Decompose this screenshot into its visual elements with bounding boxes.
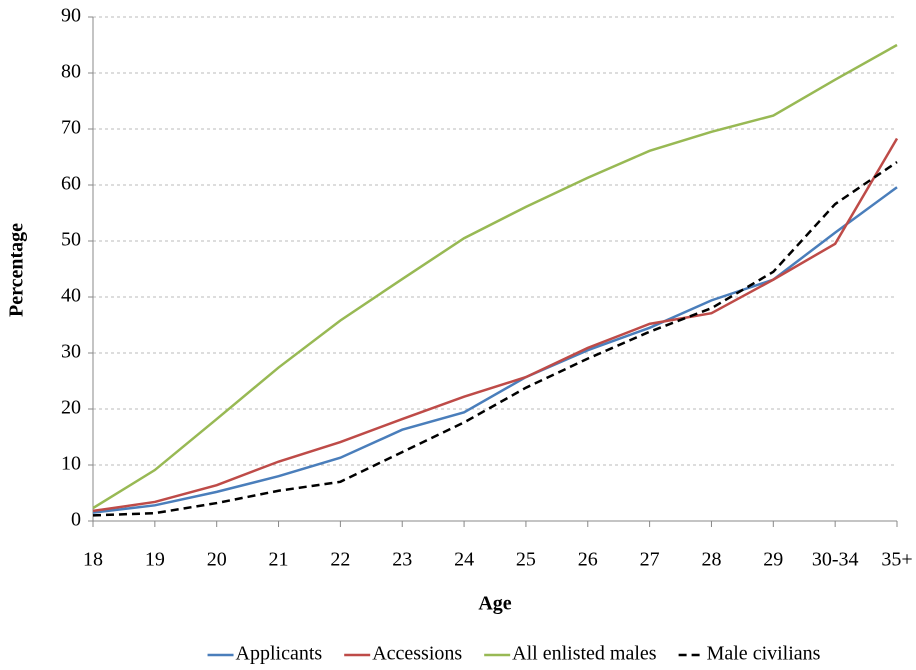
x-tick-label: 27 [640,549,660,571]
y-tick-label: 0 [71,509,81,531]
y-tick-label: 60 [61,173,81,195]
x-tick-label: 23 [392,549,412,571]
series-line [92,161,898,517]
x-tick-label: 25 [516,549,536,571]
legend-label: All enlisted males [512,643,657,665]
legend-label: Accessions [372,643,462,665]
series-line [92,137,899,513]
y-axis-label: Percentage [6,223,28,317]
y-tick-label: 50 [61,229,81,251]
x-tick-label: 22 [330,549,350,571]
y-tick-label: 40 [61,285,81,307]
y-tick-label: 90 [61,5,81,27]
x-tick-label: 21 [269,549,289,571]
y-tick-label: 30 [61,341,81,363]
series-line [92,43,898,510]
series-line [92,186,898,514]
y-tick-label: 80 [61,61,81,83]
x-tick-label: 20 [207,549,227,571]
y-tick-label: 10 [61,453,81,475]
x-tick-label: 19 [145,549,165,571]
x-axis-label: Age [478,593,511,615]
legend-label: Male civilians [707,643,821,665]
x-tick-label: 18 [83,549,103,571]
x-tick-label: 24 [454,549,474,571]
y-tick-label: 20 [61,397,81,419]
y-tick-label: 70 [61,117,81,139]
legend-label: Applicants [236,643,323,665]
x-tick-label: 35+ [881,549,912,571]
x-tick-label: 30-34 [812,549,859,571]
x-tick-label: 28 [701,549,721,571]
x-tick-label: 26 [578,549,598,571]
x-tick-label: 29 [763,549,783,571]
